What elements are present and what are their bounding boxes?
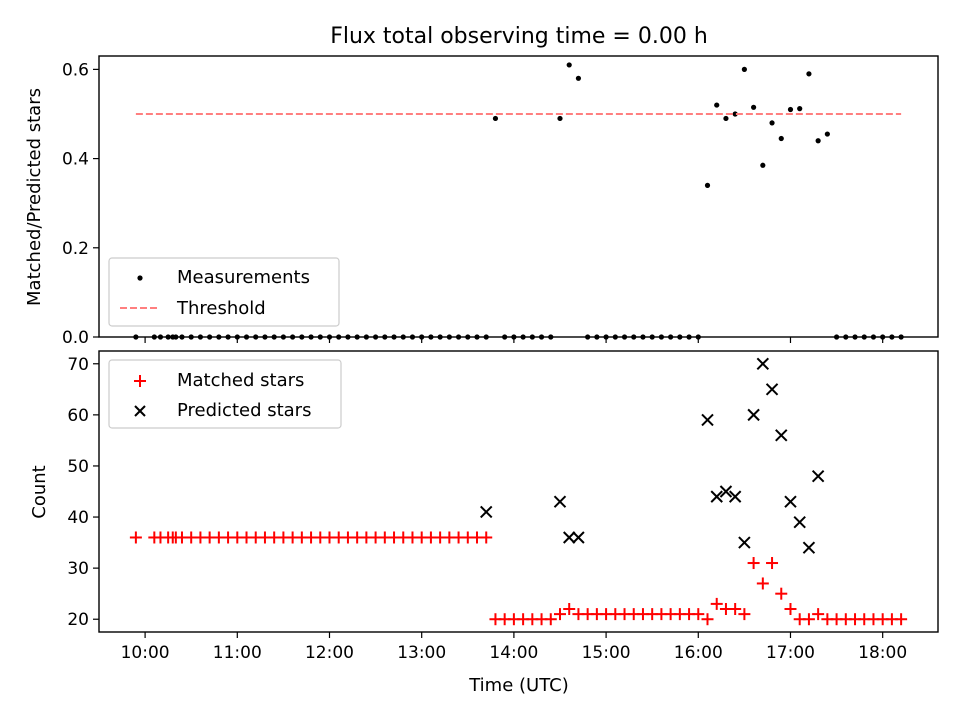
legend-matched-label: Matched stars — [177, 370, 304, 391]
matched-star-point — [812, 608, 825, 621]
matched-star-point — [701, 613, 714, 626]
x-axis-label: Time (UTC) — [468, 675, 569, 696]
bottom-plot-frame — [98, 350, 939, 633]
predicted-star-point — [553, 495, 567, 508]
matched-star-point — [710, 597, 723, 610]
bottom-marks — [129, 357, 908, 626]
predicted-star-point — [811, 469, 825, 483]
matched-star-point — [729, 603, 742, 616]
bottom-y-tick-label: 20 — [67, 610, 89, 630]
measurement-point — [797, 106, 803, 112]
x-tick-label: 16:00 — [674, 643, 723, 663]
predicted-star-point — [728, 490, 742, 503]
bottom-y-tick-label: 40 — [67, 508, 89, 528]
top-x-ticks — [144, 337, 884, 343]
measurement-point — [787, 106, 794, 113]
predicted-star-point — [793, 515, 806, 529]
x-tick-label: 12:00 — [305, 643, 354, 663]
x-tick-label: 10:00 — [121, 643, 170, 663]
measurement-point — [575, 75, 582, 81]
matched-star-point — [747, 557, 760, 570]
matched-star-point — [553, 608, 566, 621]
matched-star-point — [129, 531, 142, 544]
legend-threshold-label: Threshold — [176, 298, 266, 319]
x-tick-label: 17:00 — [766, 643, 815, 663]
chart-title: Flux total observing time = 0.00 h — [330, 24, 708, 49]
top-panel: 0.0 0.2 0.4 0.6 Matched/Predicted stars Mea… — [24, 55, 939, 348]
legend-measurements-marker — [137, 275, 143, 281]
top-y-tick-label: 0.4 — [62, 150, 89, 170]
top-y-tick-label: 0.6 — [62, 60, 89, 80]
bottom-legend: Matched stars Predicted stars — [108, 359, 342, 429]
predicted-star-point — [747, 408, 760, 422]
legend-predicted-marker — [134, 405, 146, 417]
bottom-panel: 20 30 40 50 60 70 10:00 11:00 12:00 13:00 14:00 15… — [29, 350, 939, 696]
top-y-tick-label: 0.2 — [62, 239, 89, 259]
bottom-y-axis-label: Count — [29, 465, 50, 518]
measurement-point — [566, 62, 572, 68]
predicted-star-point — [480, 505, 493, 519]
matched-star-point — [692, 608, 705, 621]
measurement-point — [557, 115, 563, 122]
x-tick-label: 18:00 — [858, 643, 907, 663]
measurement-point — [723, 115, 729, 122]
matched-star-point — [895, 613, 908, 626]
measurement-point — [778, 135, 784, 142]
predicted-star-point — [738, 536, 751, 549]
x-tick-label: 11:00 — [213, 643, 262, 663]
measurement-point — [492, 115, 499, 122]
matched-star-point — [802, 613, 815, 626]
predicted-star-point — [710, 490, 723, 503]
predicted-star-point — [802, 541, 816, 554]
measurement-point — [714, 102, 720, 108]
bottom-legend-box — [108, 359, 342, 429]
measurement-point — [769, 120, 775, 126]
predicted-star-point — [563, 531, 576, 544]
predicted-star-point — [784, 495, 797, 508]
measurement-point — [704, 182, 711, 188]
top-y-axis-label: Matched/Predicted stars — [24, 88, 45, 306]
predicted-star-point — [719, 485, 733, 498]
predicted-star-point — [775, 429, 788, 442]
bottom-y-tick-label: 70 — [67, 355, 89, 375]
top-legend: Measurements Threshold — [108, 257, 340, 327]
measurement-point — [751, 104, 757, 110]
top-legend-box — [108, 257, 340, 327]
bottom-y-tick-label: 30 — [67, 559, 89, 579]
measurement-point — [815, 138, 821, 144]
measurement-point — [824, 131, 830, 137]
measurement-point — [741, 66, 747, 72]
bottom-y-tick-label: 50 — [67, 457, 89, 477]
top-y-ticks: 0.0 0.2 0.4 0.6 — [62, 60, 99, 348]
matched-star-point — [775, 587, 788, 600]
matched-star-point — [480, 531, 493, 544]
measurement-point — [760, 162, 766, 168]
x-tick-label: 13:00 — [397, 643, 446, 663]
matched-star-point — [756, 577, 769, 590]
x-tick-label: 14:00 — [489, 643, 538, 663]
bottom-x-ticks: 10:00 11:00 12:00 13:00 14:00 15:00 16:00 17:00… — [121, 632, 907, 663]
top-y-tick-label: 0.0 — [62, 328, 89, 348]
bottom-y-ticks: 20 30 40 50 60 70 — [67, 355, 99, 630]
predicted-star-point — [765, 383, 779, 396]
predicted-star-point — [701, 413, 714, 427]
matched-star-point — [563, 603, 576, 616]
predicted-star-point — [572, 531, 585, 544]
bottom-y-tick-label: 60 — [67, 406, 89, 426]
matched-star-point — [544, 613, 557, 626]
legend-predicted-label: Predicted stars — [177, 400, 311, 421]
top-marks — [133, 62, 904, 340]
legend-measurements-label: Measurements — [177, 267, 310, 288]
x-tick-label: 15:00 — [582, 643, 631, 663]
measurement-point — [732, 111, 738, 117]
matched-star-point — [766, 557, 779, 570]
legend-matched-marker — [134, 375, 146, 387]
top-plot-frame — [98, 55, 939, 338]
matched-star-point — [784, 603, 797, 616]
matched-star-point — [738, 608, 751, 621]
measurement-point — [806, 71, 812, 77]
predicted-star-point — [756, 357, 770, 370]
